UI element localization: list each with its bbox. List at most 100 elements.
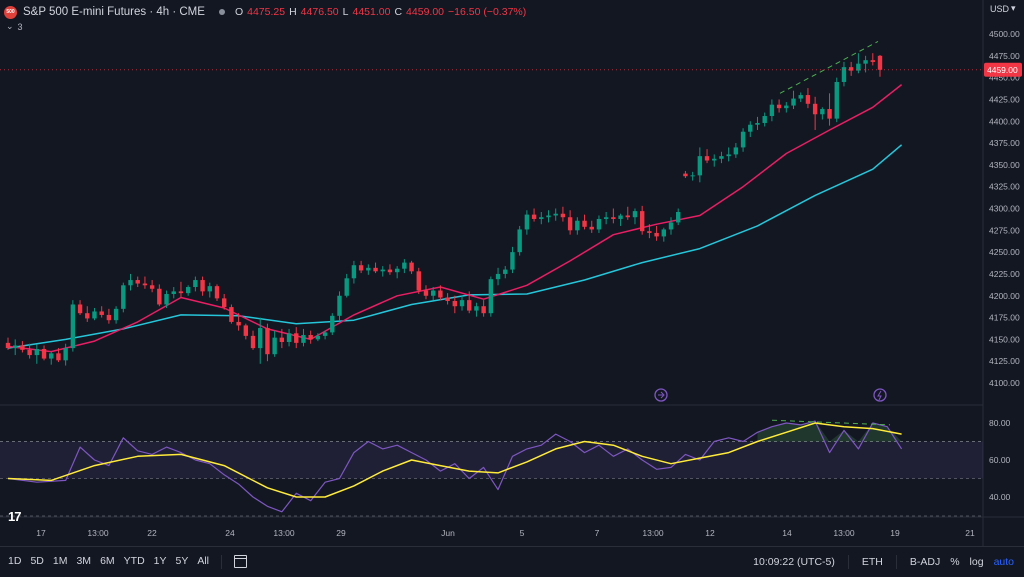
auto-scale-button[interactable]: auto <box>993 556 1014 568</box>
candle-body <box>438 290 443 298</box>
clock-time[interactable]: 10:09:22 (UTC-5) <box>753 556 835 568</box>
candle-body <box>272 337 277 355</box>
price-tick-label: 4425.00 <box>989 94 1020 104</box>
ohlc-values: O 4475.25 H 4476.50 L 4451.00 C 4459.00 −16.… <box>235 6 526 18</box>
candle-body <box>870 60 875 62</box>
time-tick-label: 21 <box>965 528 975 538</box>
log-scale-button[interactable]: log <box>969 556 984 568</box>
chevron-down-icon: ▾ <box>1011 3 1016 13</box>
time-tick-label: 13:00 <box>642 528 664 538</box>
candle-body <box>748 124 753 132</box>
candle-body <box>474 306 479 311</box>
candle-body <box>733 147 739 155</box>
candle-body <box>193 280 198 288</box>
low-value: 4451.00 <box>352 6 391 18</box>
candle-body <box>402 262 407 269</box>
candle-body <box>805 95 811 104</box>
market-status-icon[interactable] <box>218 9 225 15</box>
event-forward-icon <box>654 388 668 402</box>
candle-body <box>236 321 241 326</box>
candle-body <box>719 156 724 159</box>
price-tick-label: 4300.00 <box>989 204 1020 214</box>
range-1y[interactable]: 1Y <box>153 555 167 567</box>
change-value: −16.50 (−0.37%) <box>448 6 527 18</box>
low-label: L <box>342 6 349 18</box>
range-5d[interactable]: 5D <box>30 555 44 567</box>
candle-body <box>639 211 645 232</box>
calendar-icon[interactable] <box>234 555 248 568</box>
candle-body <box>34 348 40 356</box>
candle-body <box>243 325 249 336</box>
price-tick-label: 4350.00 <box>989 160 1020 170</box>
range-5y[interactable]: 5Y <box>175 555 189 567</box>
currency-selector[interactable]: USD ▾ <box>990 3 1016 14</box>
price-tick-label: 4450.00 <box>989 73 1020 83</box>
candle-body <box>344 278 349 296</box>
candle-body <box>618 215 623 219</box>
session-button[interactable]: ETH <box>861 556 883 568</box>
candle-body <box>827 109 832 119</box>
candle-body <box>286 333 292 342</box>
time-tick-label: Jun <box>441 528 455 538</box>
candle-body <box>13 345 18 349</box>
candle-body <box>178 291 184 294</box>
divider <box>221 555 223 569</box>
candle-body <box>351 265 357 279</box>
candle-body <box>481 306 486 314</box>
candle-body <box>661 229 667 237</box>
indicators-toggle[interactable]: ⌄ 3 <box>6 21 23 32</box>
candle-body <box>582 220 587 227</box>
candle-body <box>539 217 544 219</box>
candle-body <box>128 280 133 286</box>
time-tick-label: 17 <box>36 528 46 538</box>
range-6m[interactable]: 6M <box>100 555 115 567</box>
tradingview-logo-icon[interactable]: 17 <box>8 509 22 524</box>
candle-body <box>135 280 140 284</box>
range-3m[interactable]: 3M <box>76 555 92 567</box>
candle-body <box>308 335 313 340</box>
price-tick-label: 4375.00 <box>989 138 1020 148</box>
candle-body <box>647 231 652 233</box>
candle-body <box>791 98 796 106</box>
candle-body <box>41 348 47 359</box>
range-all[interactable]: All <box>197 555 210 567</box>
range-1m[interactable]: 1M <box>52 555 68 567</box>
current-price-tag <box>984 62 1022 77</box>
range-ytd[interactable]: YTD <box>123 555 145 567</box>
symbol-title[interactable]: S&P 500 E-mini Futures · 4h · CME <box>23 6 205 18</box>
candle-body <box>575 220 580 231</box>
price-tick-label: 4150.00 <box>989 334 1020 344</box>
high-label: H <box>289 6 297 18</box>
candle-body <box>467 300 472 311</box>
chevron-down-icon: ⌄ <box>6 21 14 31</box>
range-1d[interactable]: 1D <box>8 555 22 567</box>
range-selector: 1D 5D 1M 3M 6M YTD 1Y 5Y All <box>8 555 248 569</box>
candle-body <box>812 103 818 115</box>
rsi-ma-line <box>7 422 902 498</box>
adjustment-button[interactable]: B-ADJ <box>909 556 941 568</box>
price-chart[interactable]: 4500.00 4475.00 4450.00 4425.00 4400.00 4375.… <box>0 0 1024 546</box>
time-tick-label: 7 <box>595 528 600 538</box>
candle-body <box>373 267 378 272</box>
candle-body <box>207 286 212 292</box>
symbol-logo-icon: 500 <box>4 5 17 19</box>
close-value: 4459.00 <box>406 6 445 18</box>
time-tick-label: 29 <box>336 528 346 538</box>
time-tick-label: 24 <box>225 528 235 538</box>
candle-body <box>676 211 681 223</box>
rsi-divergence-line <box>771 419 891 426</box>
candle-body <box>856 63 861 71</box>
candle-body <box>690 175 695 177</box>
candle-body <box>265 328 270 355</box>
candle-body <box>726 154 731 157</box>
candle-body <box>301 335 306 343</box>
candle-body <box>358 265 364 271</box>
percent-scale-button[interactable]: % <box>950 556 960 568</box>
candle-body <box>531 214 537 219</box>
candle-body <box>863 60 868 64</box>
currency-label: USD <box>990 3 1010 14</box>
candle-body <box>200 280 205 292</box>
candle-body <box>56 353 61 361</box>
price-tick-label: 4225.00 <box>989 269 1020 279</box>
indicator-count: 3 <box>17 21 23 32</box>
